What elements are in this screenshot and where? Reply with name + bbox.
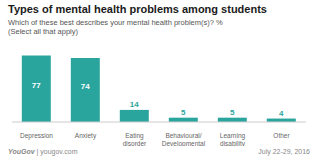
svg-text:Eatingdisorder: Eatingdisorder (123, 132, 147, 146)
html-text:YouGov | yougov.com: YouGov | yougov.com (8, 148, 78, 155)
svg-text:5: 5 (230, 108, 235, 117)
svg-text:14: 14 (130, 100, 139, 109)
html-text:Which of these best describes: Which of these best describes your menta… (8, 18, 223, 36)
html-text:Types of mental health problem: Types of mental health problems among st… (8, 3, 267, 15)
svg-text:5: 5 (181, 108, 186, 117)
svg-text:Anxiety: Anxiety (75, 132, 97, 140)
svg-text:Behavioural/Developmental: Behavioural/Developmental (162, 132, 206, 146)
svg-text:77: 77 (32, 81, 41, 90)
svg-text:Other: Other (273, 132, 290, 139)
svg-text:Learningdisability: Learningdisability (220, 132, 246, 146)
html-text:July 22-29, 2016: July 22-29, 2016 (258, 148, 310, 155)
svg-text:4: 4 (279, 109, 284, 118)
svg-text:Depression: Depression (20, 132, 53, 140)
svg-text:74: 74 (81, 82, 90, 91)
